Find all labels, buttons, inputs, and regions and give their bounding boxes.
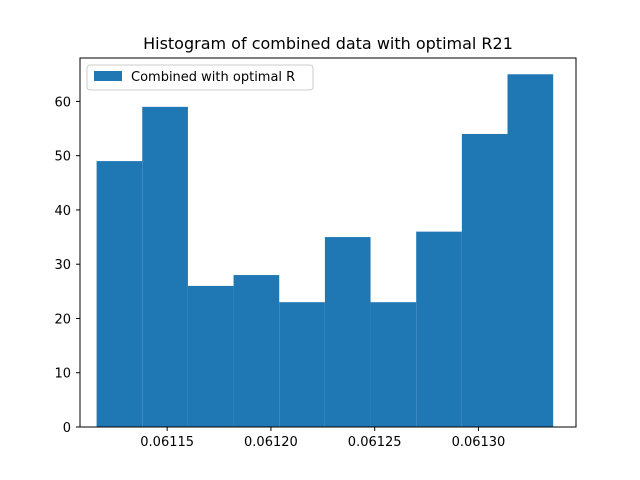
histogram-bar [142, 106, 188, 428]
x-tick-label: 0.06125 [348, 435, 402, 450]
legend: Combined with optimal R [86, 64, 314, 91]
y-tick-label: 20 [54, 312, 71, 327]
histogram-bar [187, 285, 234, 427]
y-axis: 0 10 20 30 40 50 60 [54, 95, 80, 436]
x-tick-label: 0.06115 [140, 435, 194, 450]
x-tick-label: 0.06120 [244, 435, 298, 450]
y-tick-label: 10 [54, 367, 71, 382]
legend-swatch [94, 71, 122, 81]
histogram-bar [416, 231, 462, 427]
histogram-bar [370, 302, 417, 427]
bars-group [96, 74, 554, 428]
histogram-bar [233, 275, 280, 427]
histogram-bar [507, 74, 554, 427]
histogram-bar [96, 161, 143, 427]
y-tick-label: 60 [54, 95, 71, 110]
chart-title: Histogram of combined data with optimal … [143, 34, 513, 53]
y-tick-label: 50 [54, 150, 71, 165]
legend-box [86, 64, 314, 91]
histogram-bar [279, 302, 325, 427]
x-axis: 0.06115 0.06120 0.06125 0.06130 [140, 427, 505, 450]
legend-label: Combined with optimal R [131, 70, 295, 85]
plot-frame [79, 57, 577, 428]
y-tick-label: 30 [54, 258, 71, 273]
x-tick-label: 0.06130 [452, 435, 506, 450]
histogram-bar [461, 133, 508, 427]
y-tick-label: 40 [54, 204, 71, 219]
histogram-bar [324, 237, 371, 427]
y-tick-label: 0 [63, 421, 71, 436]
